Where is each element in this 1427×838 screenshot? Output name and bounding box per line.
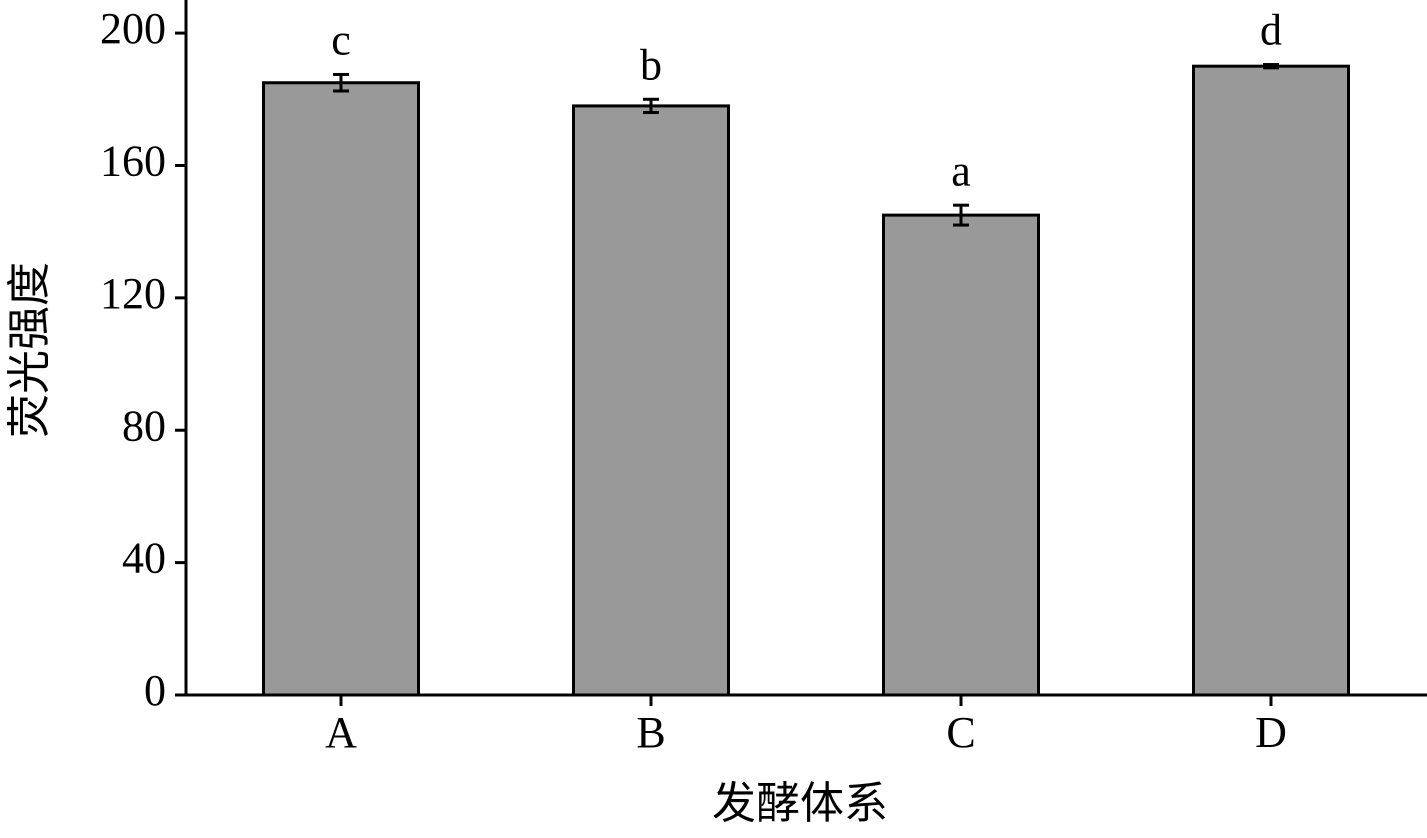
y-axis-label: 荧光强度 [5, 262, 54, 438]
bar [262, 81, 420, 697]
x-tick-label: A [325, 708, 357, 757]
y-tick-label: 160 [100, 137, 166, 186]
annotation: c [331, 16, 351, 65]
y-tick-label: 0 [144, 666, 166, 715]
x-tick-label: D [1255, 708, 1287, 757]
y-tick-label: 120 [100, 269, 166, 318]
x-tick-label: B [636, 708, 665, 757]
error-bar [953, 203, 969, 227]
error-bar [643, 97, 659, 115]
bar [572, 104, 730, 697]
annotation: a [951, 146, 971, 195]
bar [1192, 64, 1350, 697]
x-axis-label: 发酵体系 [712, 779, 888, 828]
annotation: d [1260, 6, 1282, 55]
x-tick-label: C [946, 708, 975, 757]
error-bar [1263, 63, 1279, 70]
y-tick-label: 80 [122, 401, 166, 450]
annotation: b [640, 40, 662, 89]
y-tick-label: 200 [100, 4, 166, 53]
error-bar [333, 72, 349, 93]
y-tick-label: 40 [122, 534, 166, 583]
bar [882, 213, 1040, 697]
